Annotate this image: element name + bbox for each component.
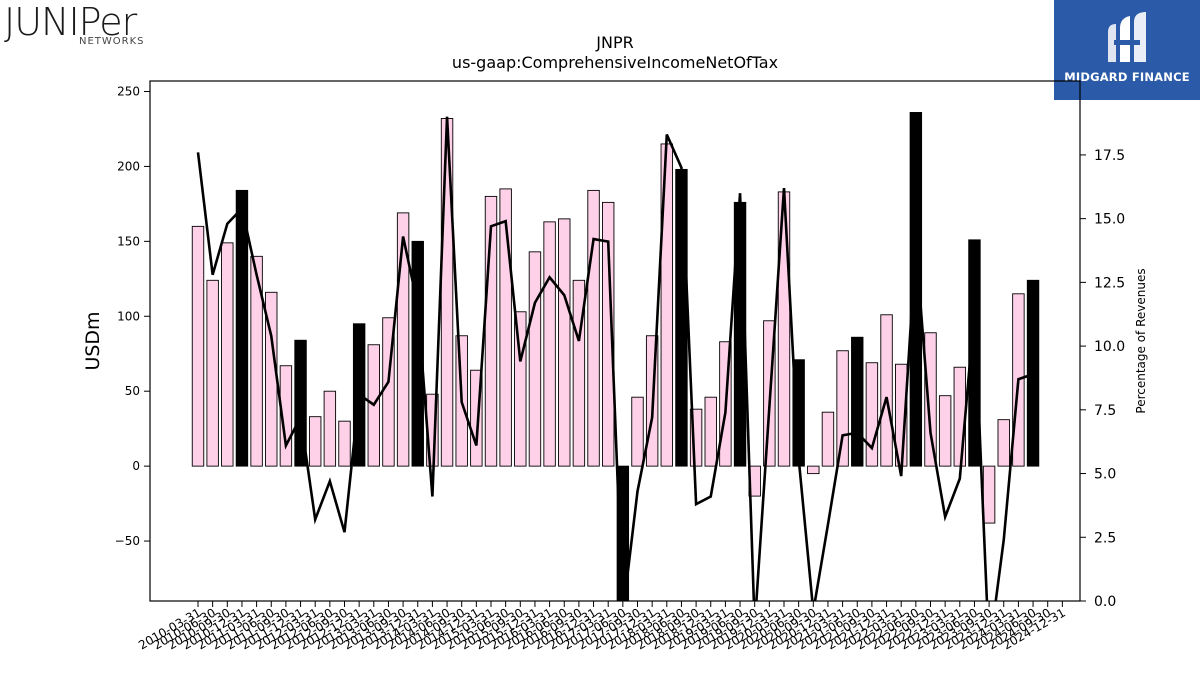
midgard-mark-icon	[1108, 12, 1146, 62]
bar-2010-12-31	[235, 189, 249, 467]
bar-2012-03-31	[309, 416, 322, 467]
y-tick-label: 100	[117, 309, 140, 323]
y2-axis-label: Percentage of Revenues	[1134, 268, 1148, 413]
bar-2022-09-30	[924, 332, 937, 467]
y-tick-label: −50	[115, 534, 140, 548]
bar-2012-09-30	[338, 420, 351, 467]
chart-title: JNPR	[595, 33, 633, 52]
bar-2011-12-31	[294, 339, 307, 467]
bar-2018-09-30	[689, 408, 703, 467]
y-tick-label: 200	[117, 159, 140, 173]
bar-2016-06-30	[558, 218, 571, 467]
bar-2011-03-31	[250, 255, 263, 467]
bar-2021-12-31	[880, 314, 893, 467]
bar-2020-12-31	[821, 411, 835, 467]
y-tick-label: 250	[117, 84, 140, 98]
bar-2018-06-30	[675, 168, 688, 467]
chart-subtitle: us-gaap:ComprehensiveIncomeNetOfTax	[452, 53, 778, 72]
juniper-logo: JUNIPer NETWORKS	[4, 2, 164, 52]
bar-2010-09-30	[221, 242, 234, 467]
y2-tick-label: 12.5	[1094, 275, 1125, 291]
y2-tick-label: 10.0	[1094, 339, 1125, 355]
juniper-networks-text: NETWORKS	[79, 36, 145, 47]
y2-tick-label: 7.5	[1094, 403, 1116, 419]
y2-tick-label: 17.5	[1094, 148, 1125, 164]
bar-2016-03-31	[543, 221, 556, 467]
y2-tick-label: 0.0	[1094, 594, 1116, 610]
line-series	[196, 116, 1034, 601]
y2-tick-label: 15.0	[1094, 212, 1125, 228]
y-tick-label: 150	[117, 234, 140, 248]
midgard-finance-text: MIDGARD FINANCE	[1064, 70, 1190, 84]
bar-2017-03-31	[602, 201, 615, 467]
y-tick-label: 50	[125, 384, 140, 398]
bar-2021-03-31	[836, 350, 849, 467]
bar-2023-12-31	[997, 419, 1010, 467]
bar-2021-09-30	[865, 362, 879, 467]
bar-2020-09-30	[807, 465, 820, 475]
bar-2018-12-31	[704, 396, 717, 467]
bar-2017-06-30	[616, 465, 630, 601]
bar-2023-03-31	[953, 366, 966, 467]
plot-frame	[149, 80, 1081, 602]
bar-2013-12-31	[411, 240, 424, 467]
bar-2021-06-30	[851, 336, 864, 467]
y-tick-label: 0	[132, 459, 140, 473]
juniper-wordmark: JUNIPer	[4, 0, 137, 44]
bar-2010-03-31	[191, 225, 205, 467]
bar-2015-06-30	[499, 188, 512, 467]
bar-2022-12-31	[938, 395, 952, 467]
bar-2015-09-30	[514, 311, 527, 467]
bar-2024-06-30	[1026, 279, 1040, 467]
midgard-finance-logo: MIDGARD FINANCE	[1054, 0, 1200, 100]
bar-2023-09-30	[982, 465, 996, 524]
bar-2016-09-30	[572, 279, 586, 467]
bar-2023-06-30	[968, 239, 981, 467]
y2-tick-label: 5.0	[1094, 467, 1116, 483]
y-axis-label: USDm	[82, 311, 104, 370]
bar-2015-12-31	[528, 251, 542, 467]
bar-series	[191, 112, 1040, 601]
bar-2013-09-30	[396, 212, 410, 467]
bar-2011-09-30	[279, 365, 293, 467]
bar-2016-12-31	[587, 189, 600, 467]
y2-tick-label: 2.5	[1094, 530, 1116, 546]
bar-2014-12-31	[470, 369, 483, 467]
bar-2012-06-30	[323, 390, 337, 467]
bar-2010-06-30	[206, 279, 219, 467]
bar-2022-06-30	[909, 112, 923, 467]
bar-2017-09-30	[631, 396, 644, 467]
